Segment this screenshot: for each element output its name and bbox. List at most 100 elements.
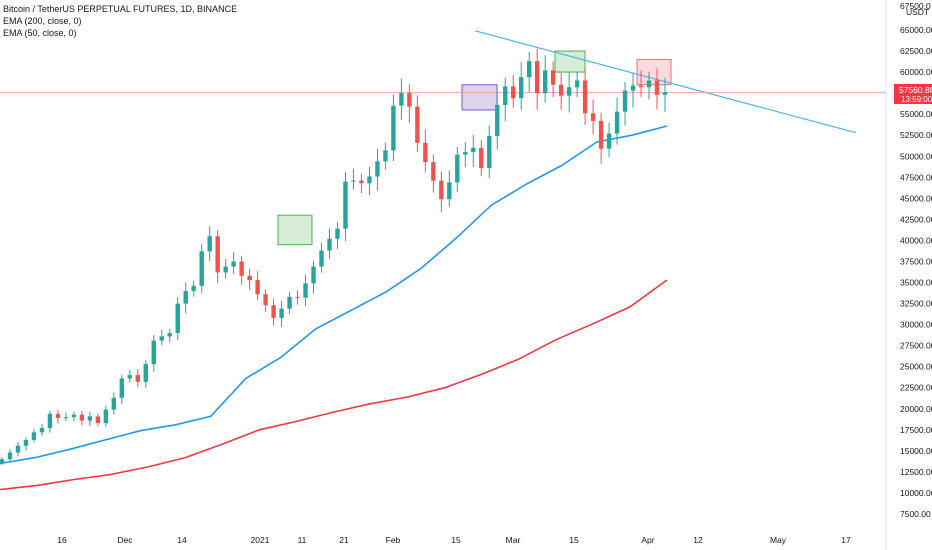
candle-body bbox=[542, 70, 548, 94]
candle-up bbox=[231, 252, 236, 275]
candle-body bbox=[327, 238, 332, 251]
candle-up bbox=[319, 242, 324, 273]
candle-up bbox=[175, 296, 180, 341]
candle-up bbox=[351, 168, 356, 190]
candle-up bbox=[87, 411, 93, 427]
candle-down bbox=[271, 298, 276, 326]
x-tick-label: 15 bbox=[569, 535, 579, 545]
x-tick-label: Mar bbox=[506, 535, 521, 545]
y-tick-label: 42500.00 bbox=[900, 214, 932, 224]
candle-down bbox=[79, 410, 85, 426]
ema-50-line bbox=[0, 125, 668, 465]
candle-body bbox=[191, 285, 196, 291]
candle-body bbox=[439, 180, 444, 200]
candle-up bbox=[143, 360, 148, 388]
candle-up bbox=[463, 141, 468, 168]
candle-body bbox=[15, 445, 21, 453]
x-tick-label: May bbox=[770, 535, 787, 545]
candle-body bbox=[127, 375, 133, 379]
candle-up bbox=[574, 71, 580, 98]
highlight-box bbox=[461, 84, 498, 111]
candle-body bbox=[311, 266, 316, 284]
candle-down bbox=[550, 61, 556, 98]
candle-up bbox=[495, 90, 500, 150]
candle-body bbox=[119, 378, 125, 398]
candle-body bbox=[527, 61, 532, 78]
candle-up bbox=[47, 410, 53, 433]
candle-body bbox=[239, 261, 244, 276]
x-tick-label: Apr bbox=[641, 535, 654, 545]
candle-up bbox=[7, 449, 13, 463]
candle-body bbox=[247, 275, 252, 280]
candle-body bbox=[479, 147, 484, 169]
y-tick-label: 12500.00 bbox=[900, 467, 932, 477]
price-axis-top-label: 67500.0 bbox=[900, 1, 931, 11]
candle-up bbox=[15, 441, 21, 457]
candle-up bbox=[487, 125, 492, 179]
candle-body bbox=[558, 84, 564, 96]
candle-body bbox=[375, 161, 380, 177]
time-axis[interactable]: 16 Dec 14 2021 11 21 Feb 15 Mar 15 Apr 12 May 17 bbox=[57, 535, 851, 545]
candle-body bbox=[654, 80, 660, 95]
candle-body bbox=[495, 104, 500, 137]
candle-body bbox=[287, 296, 292, 309]
candle-body bbox=[471, 147, 476, 153]
candle-up bbox=[399, 78, 404, 120]
candle-body bbox=[622, 90, 628, 112]
ema200-legend[interactable]: EMA (200, close, 0) bbox=[3, 16, 82, 26]
candle-body bbox=[71, 414, 77, 418]
candle-body bbox=[638, 85, 644, 88]
y-tick-label: 10000.00 bbox=[900, 488, 932, 498]
y-tick-label: 25000.00 bbox=[900, 362, 932, 372]
candle-body bbox=[87, 416, 93, 421]
candle-up bbox=[39, 423, 45, 436]
candle-body bbox=[319, 250, 324, 267]
ema-200-line bbox=[0, 279, 668, 491]
candle-up bbox=[622, 81, 628, 126]
candle-up bbox=[343, 172, 348, 241]
y-tick-label: 30000.00 bbox=[900, 320, 932, 330]
candle-down bbox=[215, 230, 220, 284]
candle-up bbox=[375, 148, 380, 191]
candle-down bbox=[534, 48, 540, 111]
highlight-box bbox=[554, 50, 586, 73]
candle-down bbox=[582, 68, 588, 125]
candle-up bbox=[327, 228, 332, 259]
y-tick-label: 52500.00 bbox=[900, 130, 932, 140]
y-tick-label: 55000.00 bbox=[900, 109, 932, 119]
candle-up bbox=[31, 428, 37, 443]
candle-body bbox=[343, 181, 348, 229]
candle-up bbox=[0, 457, 5, 466]
candle-body bbox=[207, 236, 212, 252]
candle-up bbox=[503, 77, 508, 122]
candle-body bbox=[519, 77, 524, 99]
candle-down bbox=[239, 255, 244, 285]
candle-down bbox=[135, 369, 140, 387]
candle-body bbox=[279, 308, 284, 318]
candle-up bbox=[199, 243, 204, 294]
candle-down bbox=[55, 409, 61, 424]
y-tick-label: 47500.00 bbox=[900, 172, 932, 182]
highlight-box bbox=[277, 214, 313, 246]
candle-body bbox=[351, 180, 356, 182]
candle-down bbox=[95, 413, 101, 427]
y-tick-label: 40000.00 bbox=[900, 235, 932, 245]
candle-body bbox=[447, 182, 452, 200]
candle-down bbox=[407, 84, 412, 124]
candle-up bbox=[223, 259, 228, 279]
candle-down bbox=[359, 173, 364, 194]
candle-body bbox=[95, 416, 101, 424]
candle-up bbox=[111, 392, 117, 415]
ema50-legend[interactable]: EMA (50, close, 0) bbox=[3, 28, 77, 38]
symbol-title[interactable]: Bitcoin / TetherUS PERPETUAL FUTURES, 1D… bbox=[3, 4, 238, 14]
candle-body bbox=[143, 364, 148, 382]
candle-down bbox=[415, 95, 420, 152]
candle-down bbox=[654, 68, 660, 110]
highlight-box bbox=[636, 58, 672, 86]
candle-body bbox=[7, 452, 13, 460]
candle-body bbox=[151, 340, 156, 365]
candle-up bbox=[455, 146, 460, 193]
candle-up bbox=[447, 170, 452, 207]
y-tick-label: 37500.00 bbox=[900, 256, 932, 266]
